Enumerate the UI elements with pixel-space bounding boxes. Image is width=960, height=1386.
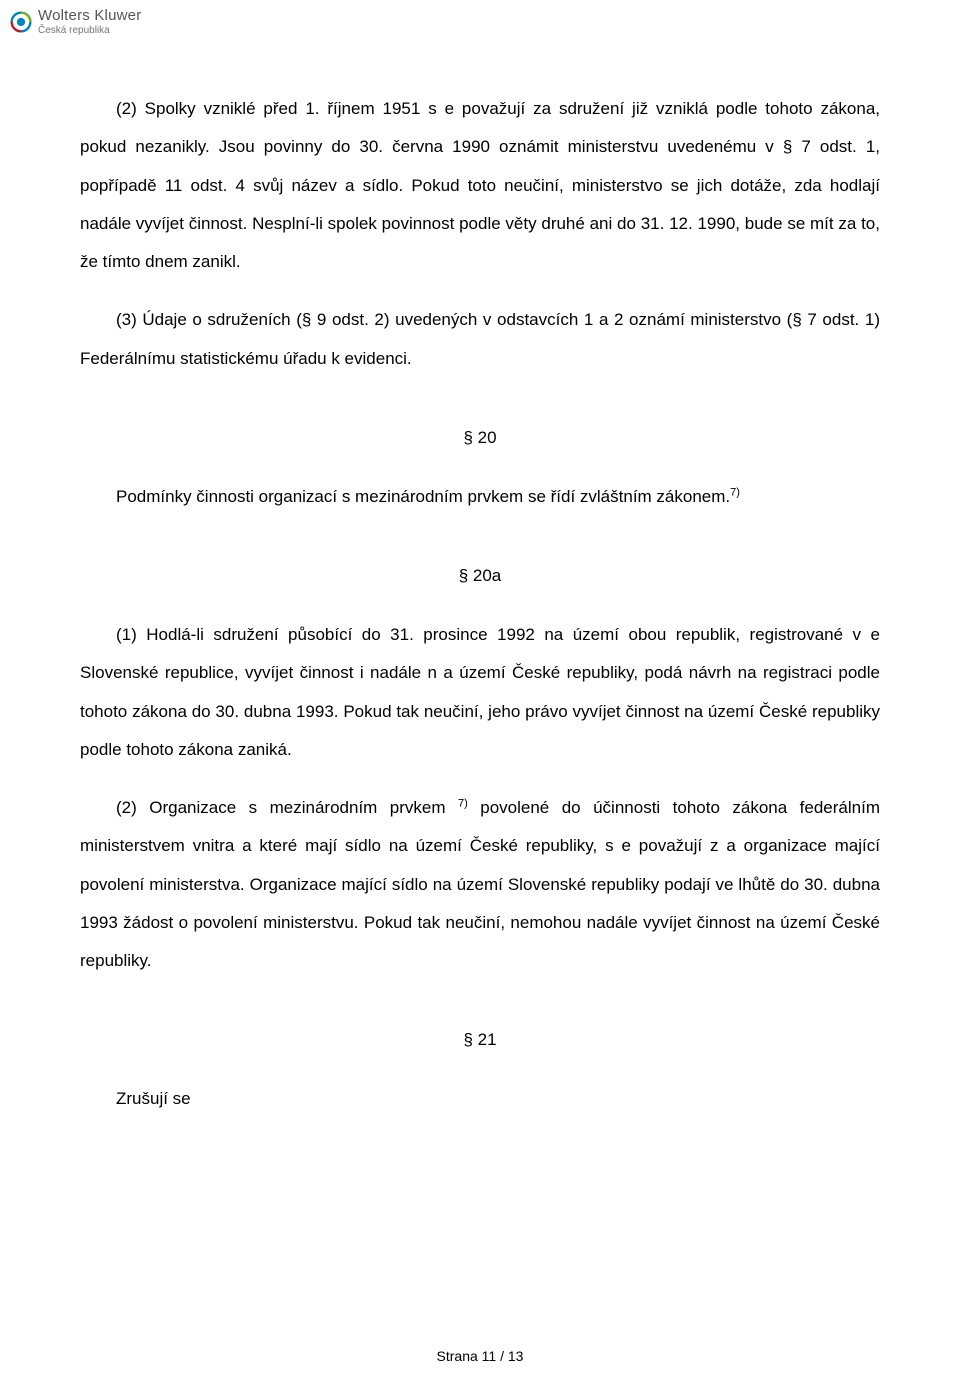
paragraph-2: (2) Spolky vzniklé před 1. říjnem 1951 s…	[80, 90, 880, 281]
page-content: (2) Spolky vzniklé před 1. říjnem 1951 s…	[80, 90, 880, 1119]
section-heading-20: § 20	[80, 428, 880, 448]
paragraph-20a-1: (1) Hodlá-li sdružení působící do 31. pr…	[80, 616, 880, 769]
header-subtitle: Česká republika	[38, 25, 141, 36]
para5-post: povolené do účinnosti tohoto zákona fede…	[80, 798, 880, 970]
paragraph-section20: Podmínky činnosti organizací s mezinárod…	[80, 478, 880, 516]
footnote-ref-7a: 7)	[730, 486, 740, 498]
para3-text: Podmínky činnosti organizací s mezinárod…	[116, 487, 730, 506]
header-brand: Wolters Kluwer	[38, 8, 141, 25]
footnote-ref-7b: 7)	[458, 797, 468, 809]
para5-pre: (2) Organizace s mezinárodním prvkem	[116, 798, 458, 817]
paragraph-zrusuji: Zrušují se	[80, 1080, 880, 1118]
page-footer: Strana 11 / 13	[0, 1348, 960, 1364]
document-header: Wolters Kluwer Česká republika	[10, 8, 141, 36]
section-heading-21: § 21	[80, 1030, 880, 1050]
paragraph-20a-2: (2) Organizace s mezinárodním prvkem 7) …	[80, 789, 880, 980]
wolters-kluwer-logo-icon	[10, 11, 32, 33]
paragraph-3: (3) Údaje o sdruženích (§ 9 odst. 2) uve…	[80, 301, 880, 378]
page-number: Strana 11 / 13	[437, 1348, 524, 1364]
section-heading-20a: § 20a	[80, 566, 880, 586]
header-text-block: Wolters Kluwer Česká republika	[38, 8, 141, 36]
